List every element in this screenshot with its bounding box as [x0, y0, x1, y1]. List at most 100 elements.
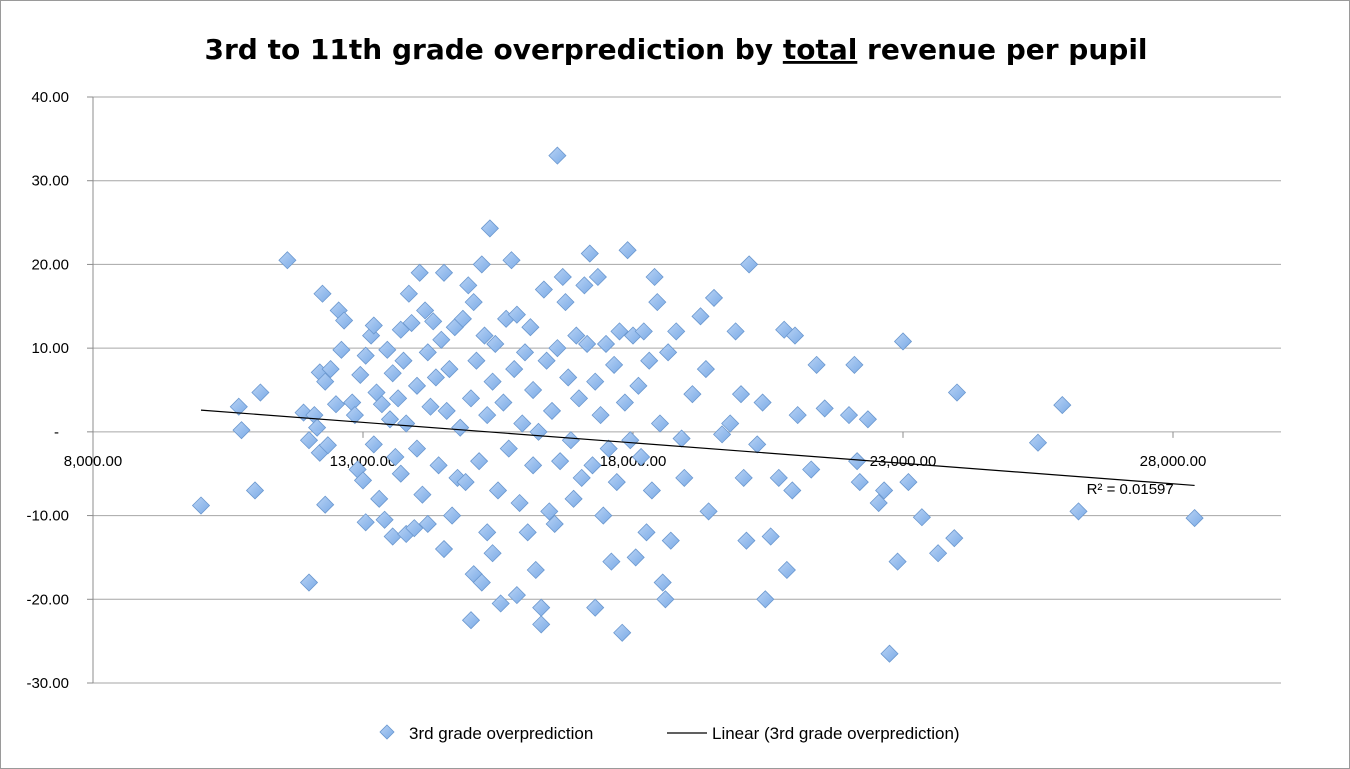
data-points — [191, 146, 1204, 663]
data-point — [559, 368, 578, 387]
data-point — [691, 307, 710, 326]
data-point — [332, 340, 351, 359]
y-axis: 40.00 30.00 20.00 10.00 - -10.00 -20.00 -30.00 — [26, 89, 94, 692]
x-tick-label: 28,000.00 — [1140, 453, 1207, 470]
data-point — [888, 552, 907, 571]
data-point — [451, 418, 470, 437]
data-point — [402, 313, 421, 333]
data-point — [815, 399, 834, 418]
data-point — [740, 255, 759, 274]
data-point — [391, 464, 410, 483]
gridlines — [93, 96, 1281, 684]
data-point — [418, 343, 437, 362]
data-point — [397, 414, 416, 433]
data-point — [461, 389, 481, 408]
y-tick-label: 20.00 — [31, 256, 69, 273]
title-part-3: revenue per pupil — [857, 33, 1147, 66]
data-point — [529, 422, 548, 441]
data-point — [456, 473, 475, 492]
data-point — [586, 598, 605, 617]
data-point — [696, 360, 715, 379]
data-point — [502, 251, 521, 270]
data-point — [378, 340, 397, 359]
y-tick-label: -30.00 — [26, 675, 69, 692]
data-point — [548, 146, 567, 165]
data-point — [472, 573, 491, 592]
data-point — [364, 435, 383, 454]
data-point — [553, 267, 572, 287]
data-point — [353, 471, 373, 490]
data-point — [629, 376, 648, 395]
data-point — [542, 401, 562, 420]
data-point — [383, 527, 402, 546]
data-point — [605, 355, 624, 374]
data-point — [704, 288, 724, 307]
data-point — [945, 529, 964, 548]
data-point — [521, 318, 540, 337]
data-point — [480, 219, 499, 238]
data-point — [845, 355, 864, 374]
data-point — [434, 263, 454, 282]
data-point — [621, 431, 640, 450]
data-point — [640, 351, 659, 370]
data-point — [313, 284, 332, 303]
data-point — [618, 241, 637, 260]
data-point — [567, 326, 586, 345]
data-point — [667, 322, 686, 341]
data-point — [672, 429, 691, 448]
data-point — [335, 311, 354, 330]
data-point — [299, 573, 319, 592]
data-point — [351, 365, 370, 384]
data-point — [299, 431, 319, 450]
chart-title: 3rd to 11th grade overprediction by tota… — [204, 33, 1147, 66]
data-point — [370, 489, 389, 508]
data-point — [1053, 396, 1072, 415]
data-point — [321, 360, 340, 379]
data-point — [634, 322, 653, 341]
data-point — [591, 406, 610, 425]
data-point — [326, 395, 346, 414]
data-point — [453, 309, 472, 328]
data-point — [588, 267, 607, 287]
data-point — [421, 397, 440, 416]
data-point — [345, 406, 364, 425]
data-point — [613, 623, 632, 642]
data-point — [731, 385, 751, 404]
data-point — [626, 548, 645, 567]
data-point — [443, 506, 462, 525]
r-squared-label: R² = 0.01597 — [1087, 481, 1174, 498]
data-point — [548, 339, 567, 358]
data-point — [437, 401, 456, 420]
legend-diamond — [379, 724, 395, 740]
data-point — [389, 389, 408, 408]
data-point — [599, 439, 618, 458]
data-point — [399, 284, 418, 303]
data-point — [551, 452, 570, 471]
data-point — [513, 414, 532, 433]
data-point — [483, 544, 502, 563]
y-tick-label: -20.00 — [26, 591, 69, 608]
data-point — [432, 330, 451, 349]
data-point — [602, 552, 621, 571]
data-point — [232, 421, 251, 440]
data-point — [424, 312, 443, 331]
data-point — [488, 481, 508, 500]
data-point — [596, 334, 616, 354]
data-point — [632, 447, 651, 467]
x-tick-label: 8,000.00 — [64, 453, 122, 470]
data-point — [278, 251, 297, 270]
data-point — [659, 343, 678, 362]
data-point — [507, 586, 526, 605]
data-point — [777, 560, 796, 580]
data-point — [537, 351, 556, 370]
data-point — [783, 481, 802, 500]
data-point — [761, 527, 780, 546]
data-point — [756, 590, 775, 609]
data-point — [191, 496, 211, 515]
data-point — [407, 376, 427, 395]
data-point — [472, 255, 491, 274]
data-point — [407, 439, 427, 458]
data-point — [440, 360, 459, 379]
